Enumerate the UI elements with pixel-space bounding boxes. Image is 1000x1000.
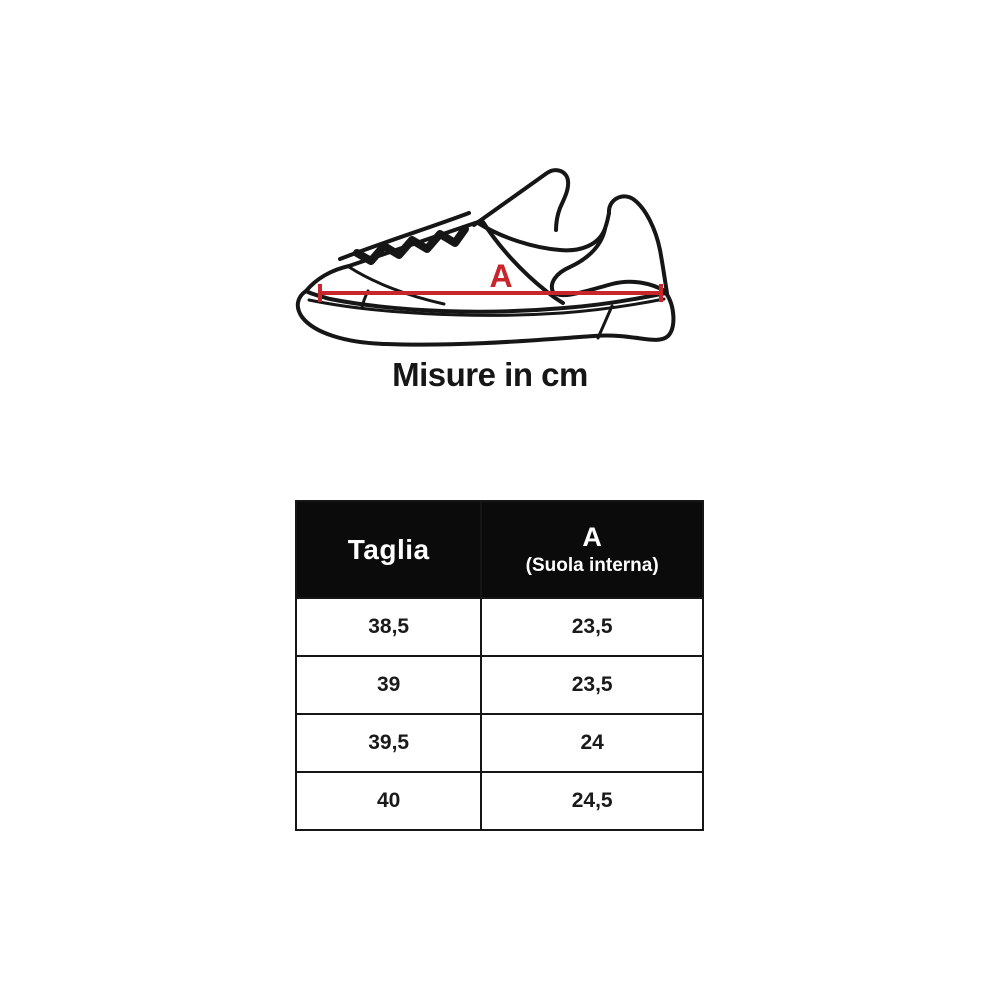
- vamp-seam: [347, 265, 446, 306]
- taglia-cell: 40: [294, 771, 483, 831]
- taglia-cell: 38,5: [294, 597, 483, 657]
- collar-line: [476, 211, 611, 253]
- column-header-taglia: Taglia: [294, 500, 483, 599]
- table-row: 39 23,5: [294, 655, 704, 715]
- a-header-sublabel: (Suola interna): [525, 554, 659, 576]
- table-row: 40 24,5: [294, 771, 704, 831]
- taglia-header-label: Taglia: [347, 533, 430, 565]
- column-header-a: A (Suola interna): [480, 500, 704, 599]
- eyestay-lower-line: [304, 219, 483, 293]
- heel-patch-seam: [550, 227, 667, 298]
- measure-cell: 24: [480, 713, 704, 773]
- laces-zigzag: [353, 225, 469, 265]
- taglia-cell: 39,5: [294, 713, 483, 773]
- heel-tab-outline: [607, 194, 669, 295]
- quarter-seam: [481, 220, 565, 305]
- measure-label: A: [489, 258, 512, 294]
- figure-caption: Misure in cm: [392, 356, 588, 393]
- tongue-outline: [472, 168, 571, 232]
- size-table-body: 38,5 23,5 39 23,5 39,5 24 40 24,5: [294, 597, 704, 831]
- sole-outline: [295, 289, 676, 347]
- sneaker-outline-icon: A: [295, 168, 676, 347]
- heel-sole-seam: [596, 304, 614, 340]
- size-table-header: Taglia A (Suola interna): [294, 500, 704, 599]
- measure-cell: 23,5: [480, 655, 704, 715]
- measure-cell: 24,5: [480, 771, 704, 831]
- midsole-seam: [307, 297, 666, 317]
- table-row: 38,5 23,5: [294, 597, 704, 657]
- a-header-label: A: [582, 521, 602, 552]
- size-table: Taglia A (Suola interna) 38,5 23,5 39 23…: [294, 500, 704, 831]
- measure-cell: 23,5: [480, 597, 704, 657]
- taglia-cell: 39: [294, 655, 483, 715]
- table-row: 39,5 24: [294, 713, 704, 773]
